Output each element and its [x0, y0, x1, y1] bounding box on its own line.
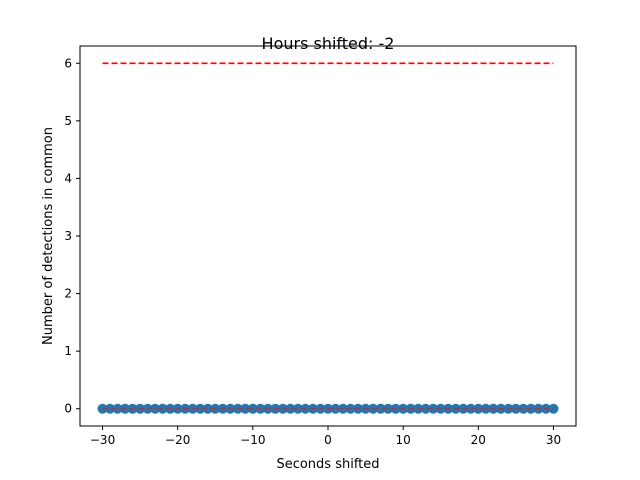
y-tick-label: 5 — [64, 114, 72, 128]
x-axis-label: Seconds shifted — [276, 457, 379, 472]
scatter-point — [292, 403, 303, 414]
scatter-point — [375, 403, 386, 414]
chart-title: Hours shifted: -2 — [262, 34, 395, 53]
scatter-point — [383, 403, 394, 414]
scatter-point — [112, 403, 123, 414]
scatter-point — [150, 403, 161, 414]
y-axis-label: Number of detections in common — [41, 127, 56, 345]
y-tick-label: 3 — [64, 229, 72, 243]
x-tick-label: 10 — [396, 433, 411, 447]
scatter-point — [338, 403, 349, 414]
scatter-point — [157, 403, 168, 414]
scatter-point — [202, 403, 213, 414]
axes-frame — [79, 45, 577, 427]
scatter-point — [465, 403, 476, 414]
scatter-point — [285, 403, 296, 414]
scatter-point — [330, 403, 341, 414]
x-tick-label: 20 — [471, 433, 486, 447]
scatter-point — [518, 403, 529, 414]
x-tick-label: −10 — [240, 433, 265, 447]
scatter-point — [420, 403, 431, 414]
scatter-point — [195, 403, 206, 414]
y-tick-label: 2 — [64, 287, 72, 301]
x-tick-label: 0 — [324, 433, 332, 447]
scatter-point — [240, 403, 251, 414]
x-tick-label: 30 — [546, 433, 561, 447]
plot-area — [97, 62, 559, 414]
y-axis-ticks: 0 1 2 3 4 5 6 — [64, 56, 80, 416]
scatter-point — [247, 403, 258, 414]
y-tick-label: 4 — [64, 171, 72, 185]
scatter-point — [105, 403, 116, 414]
scatter-point — [473, 403, 484, 414]
x-axis-ticks: −30 −20 −10 0 10 20 30 — [90, 426, 561, 447]
y-tick-label: 0 — [64, 402, 72, 416]
y-tick-label: 6 — [64, 56, 72, 70]
scatter-point — [510, 403, 521, 414]
x-tick-label: −20 — [165, 433, 190, 447]
scatter-point — [428, 403, 439, 414]
x-tick-label: −30 — [90, 433, 115, 447]
y-tick-label: 1 — [64, 344, 72, 358]
